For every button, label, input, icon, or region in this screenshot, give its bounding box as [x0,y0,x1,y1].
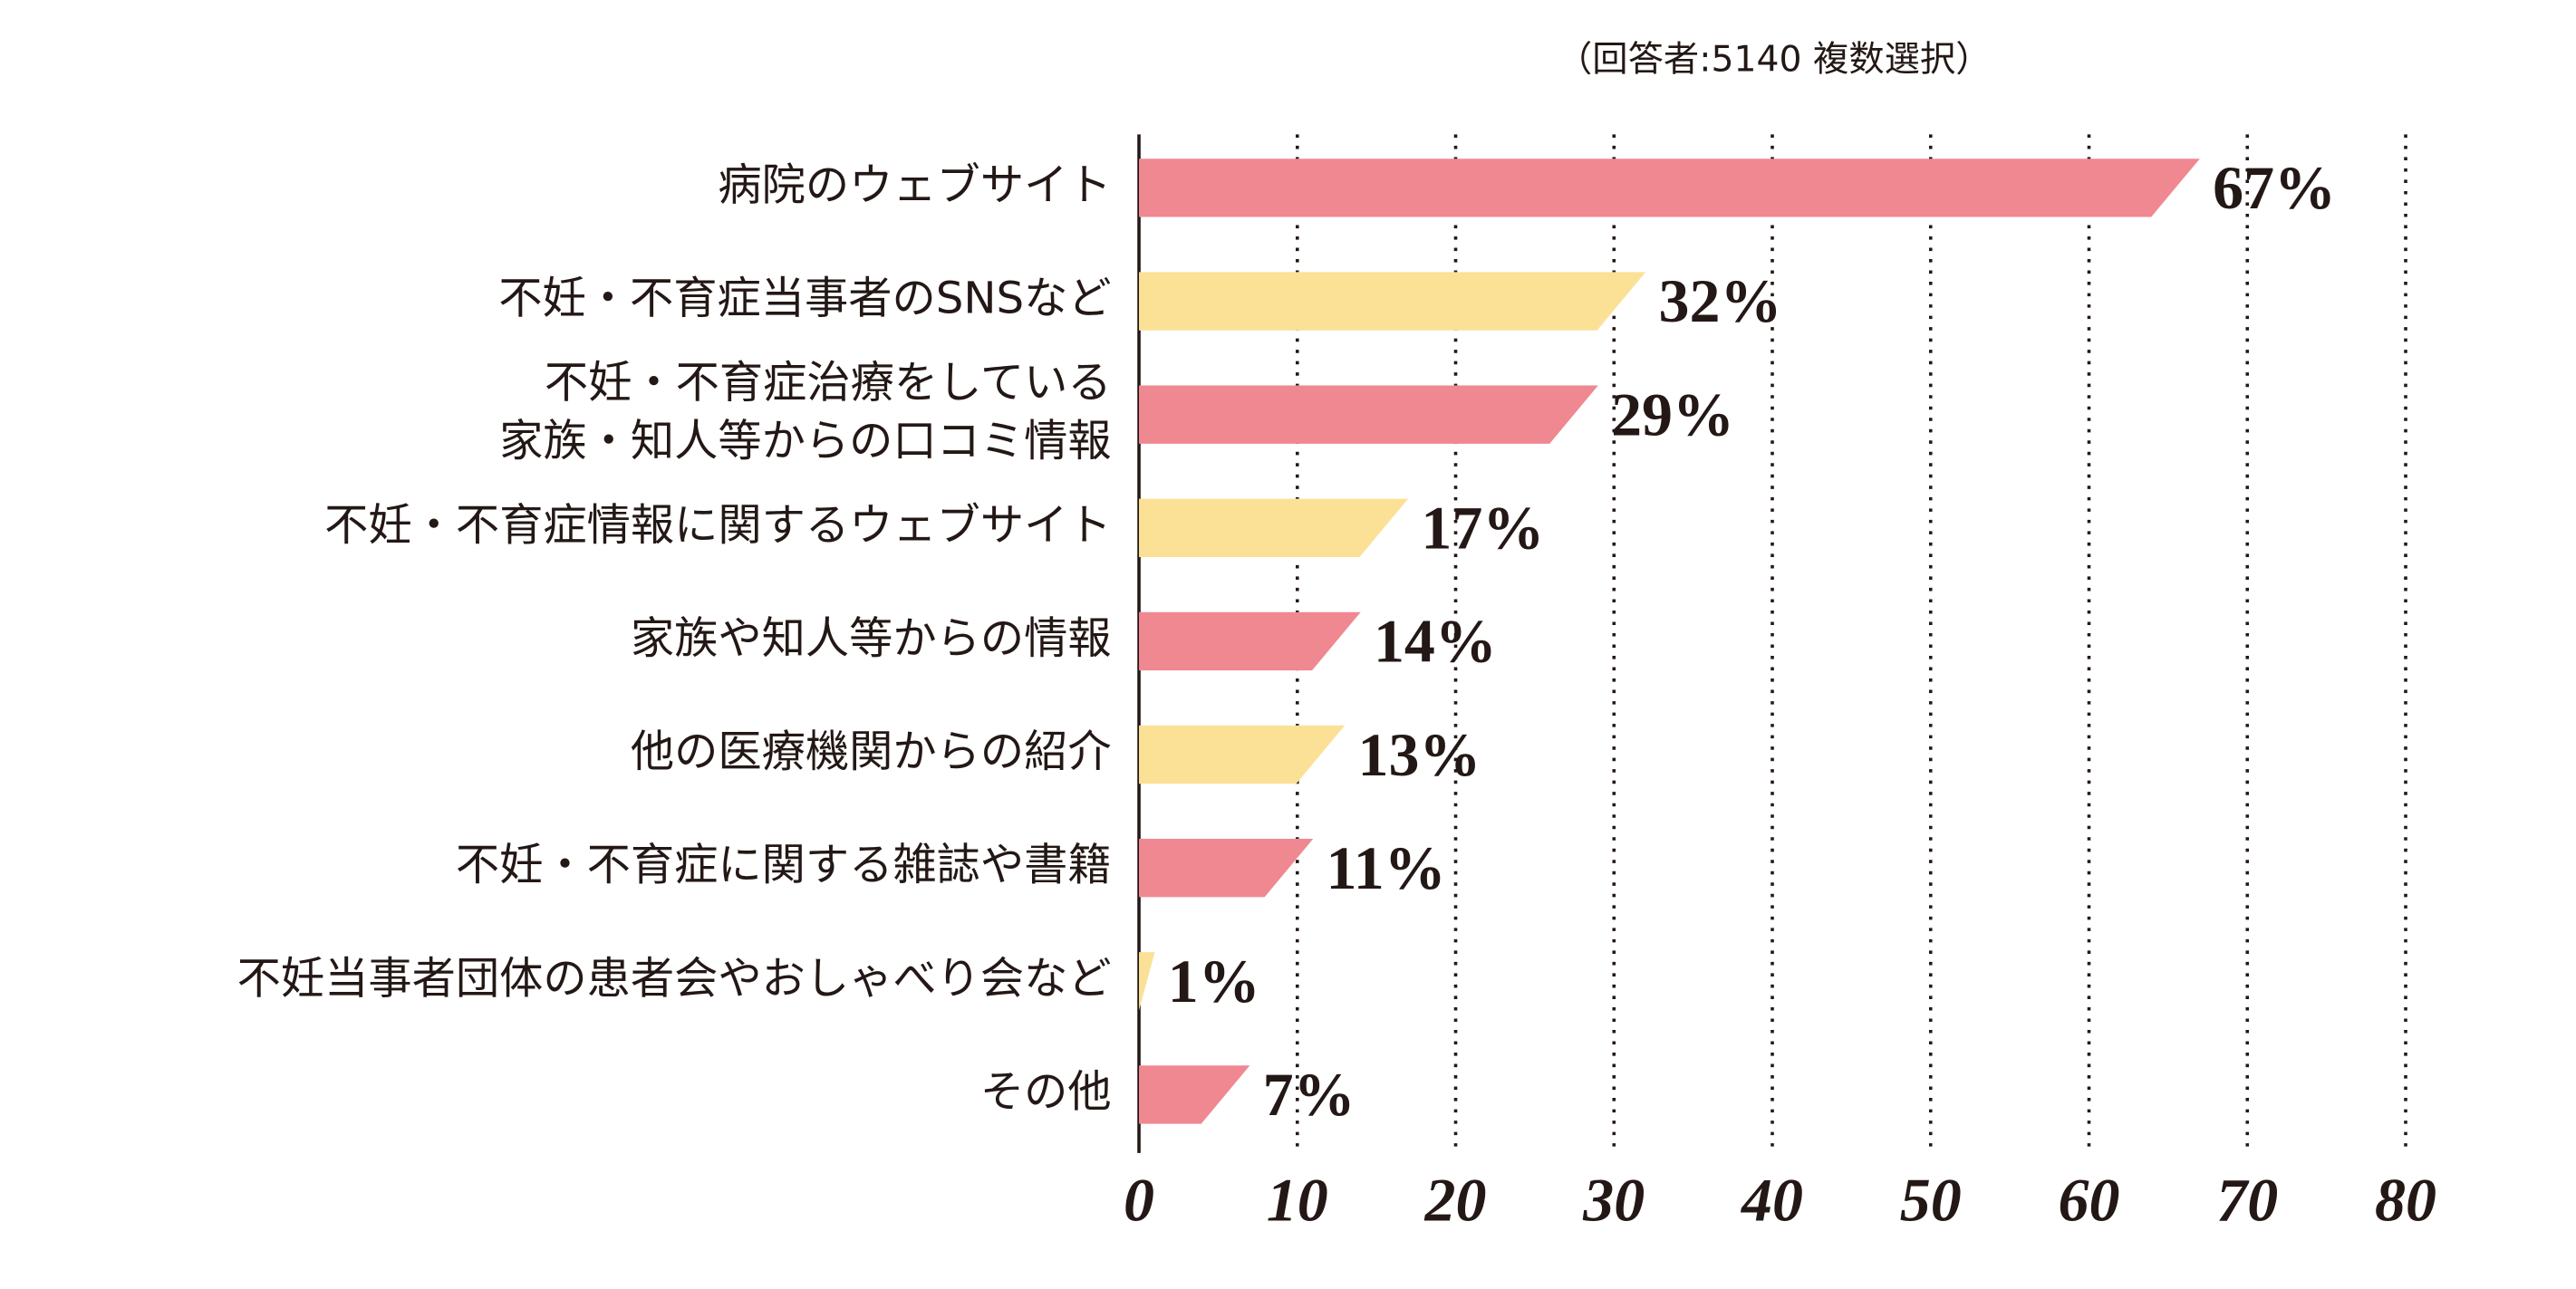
category-label: 家族や知人等からの情報 [631,613,1112,664]
value-label: 7% [1263,1060,1356,1129]
value-label: 1% [1168,947,1260,1015]
value-label: 67% [2213,153,2336,222]
x-tick-label: 0 [1124,1165,1154,1234]
bar [1139,725,1346,784]
category-label: 他の医療機関からの紹介 [631,726,1112,777]
value-label: 32% [1659,266,1782,335]
category-label: 病院のウェブサイト [718,159,1111,210]
bar [1139,159,2200,217]
x-tick-label: 30 [1582,1165,1645,1234]
value-label: 29% [1611,380,1734,448]
x-tick-label: 60 [2059,1165,2120,1234]
value-label: 17% [1421,494,1544,563]
x-tick-label: 50 [1900,1165,1962,1234]
value-label: 14% [1374,607,1497,676]
bar [1139,385,1598,444]
x-tick-label: 80 [2375,1165,2436,1234]
bar [1139,611,1361,671]
value-label: 11% [1327,833,1446,902]
x-tick-label: 70 [2216,1165,2278,1234]
category-label: 不妊・不育症に関する雑誌や書籍 [456,840,1112,890]
x-tick-label: 20 [1424,1165,1487,1234]
category-label: 不妊・不育症治療をしている家族・知人等からの口コミ情報 [499,357,1111,466]
category-label: その他 [980,1066,1112,1117]
value-label: 13% [1358,720,1481,789]
bar [1139,952,1155,1011]
category-label: 不妊当事者団体の患者会やおしゃべり会など [237,953,1112,1004]
category-label: 不妊・不育症情報に関するウェブサイト [324,500,1111,551]
bar [1139,272,1646,331]
bar [1139,498,1409,557]
chart-subtitle: （回答者:5140 複数選択） [1557,39,1992,80]
category-label: 不妊・不育症当事者のSNSなど [498,274,1111,324]
x-tick-label: 10 [1267,1165,1328,1234]
x-tick-label: 40 [1740,1165,1803,1234]
bar [1139,1065,1250,1124]
bar [1139,839,1314,898]
